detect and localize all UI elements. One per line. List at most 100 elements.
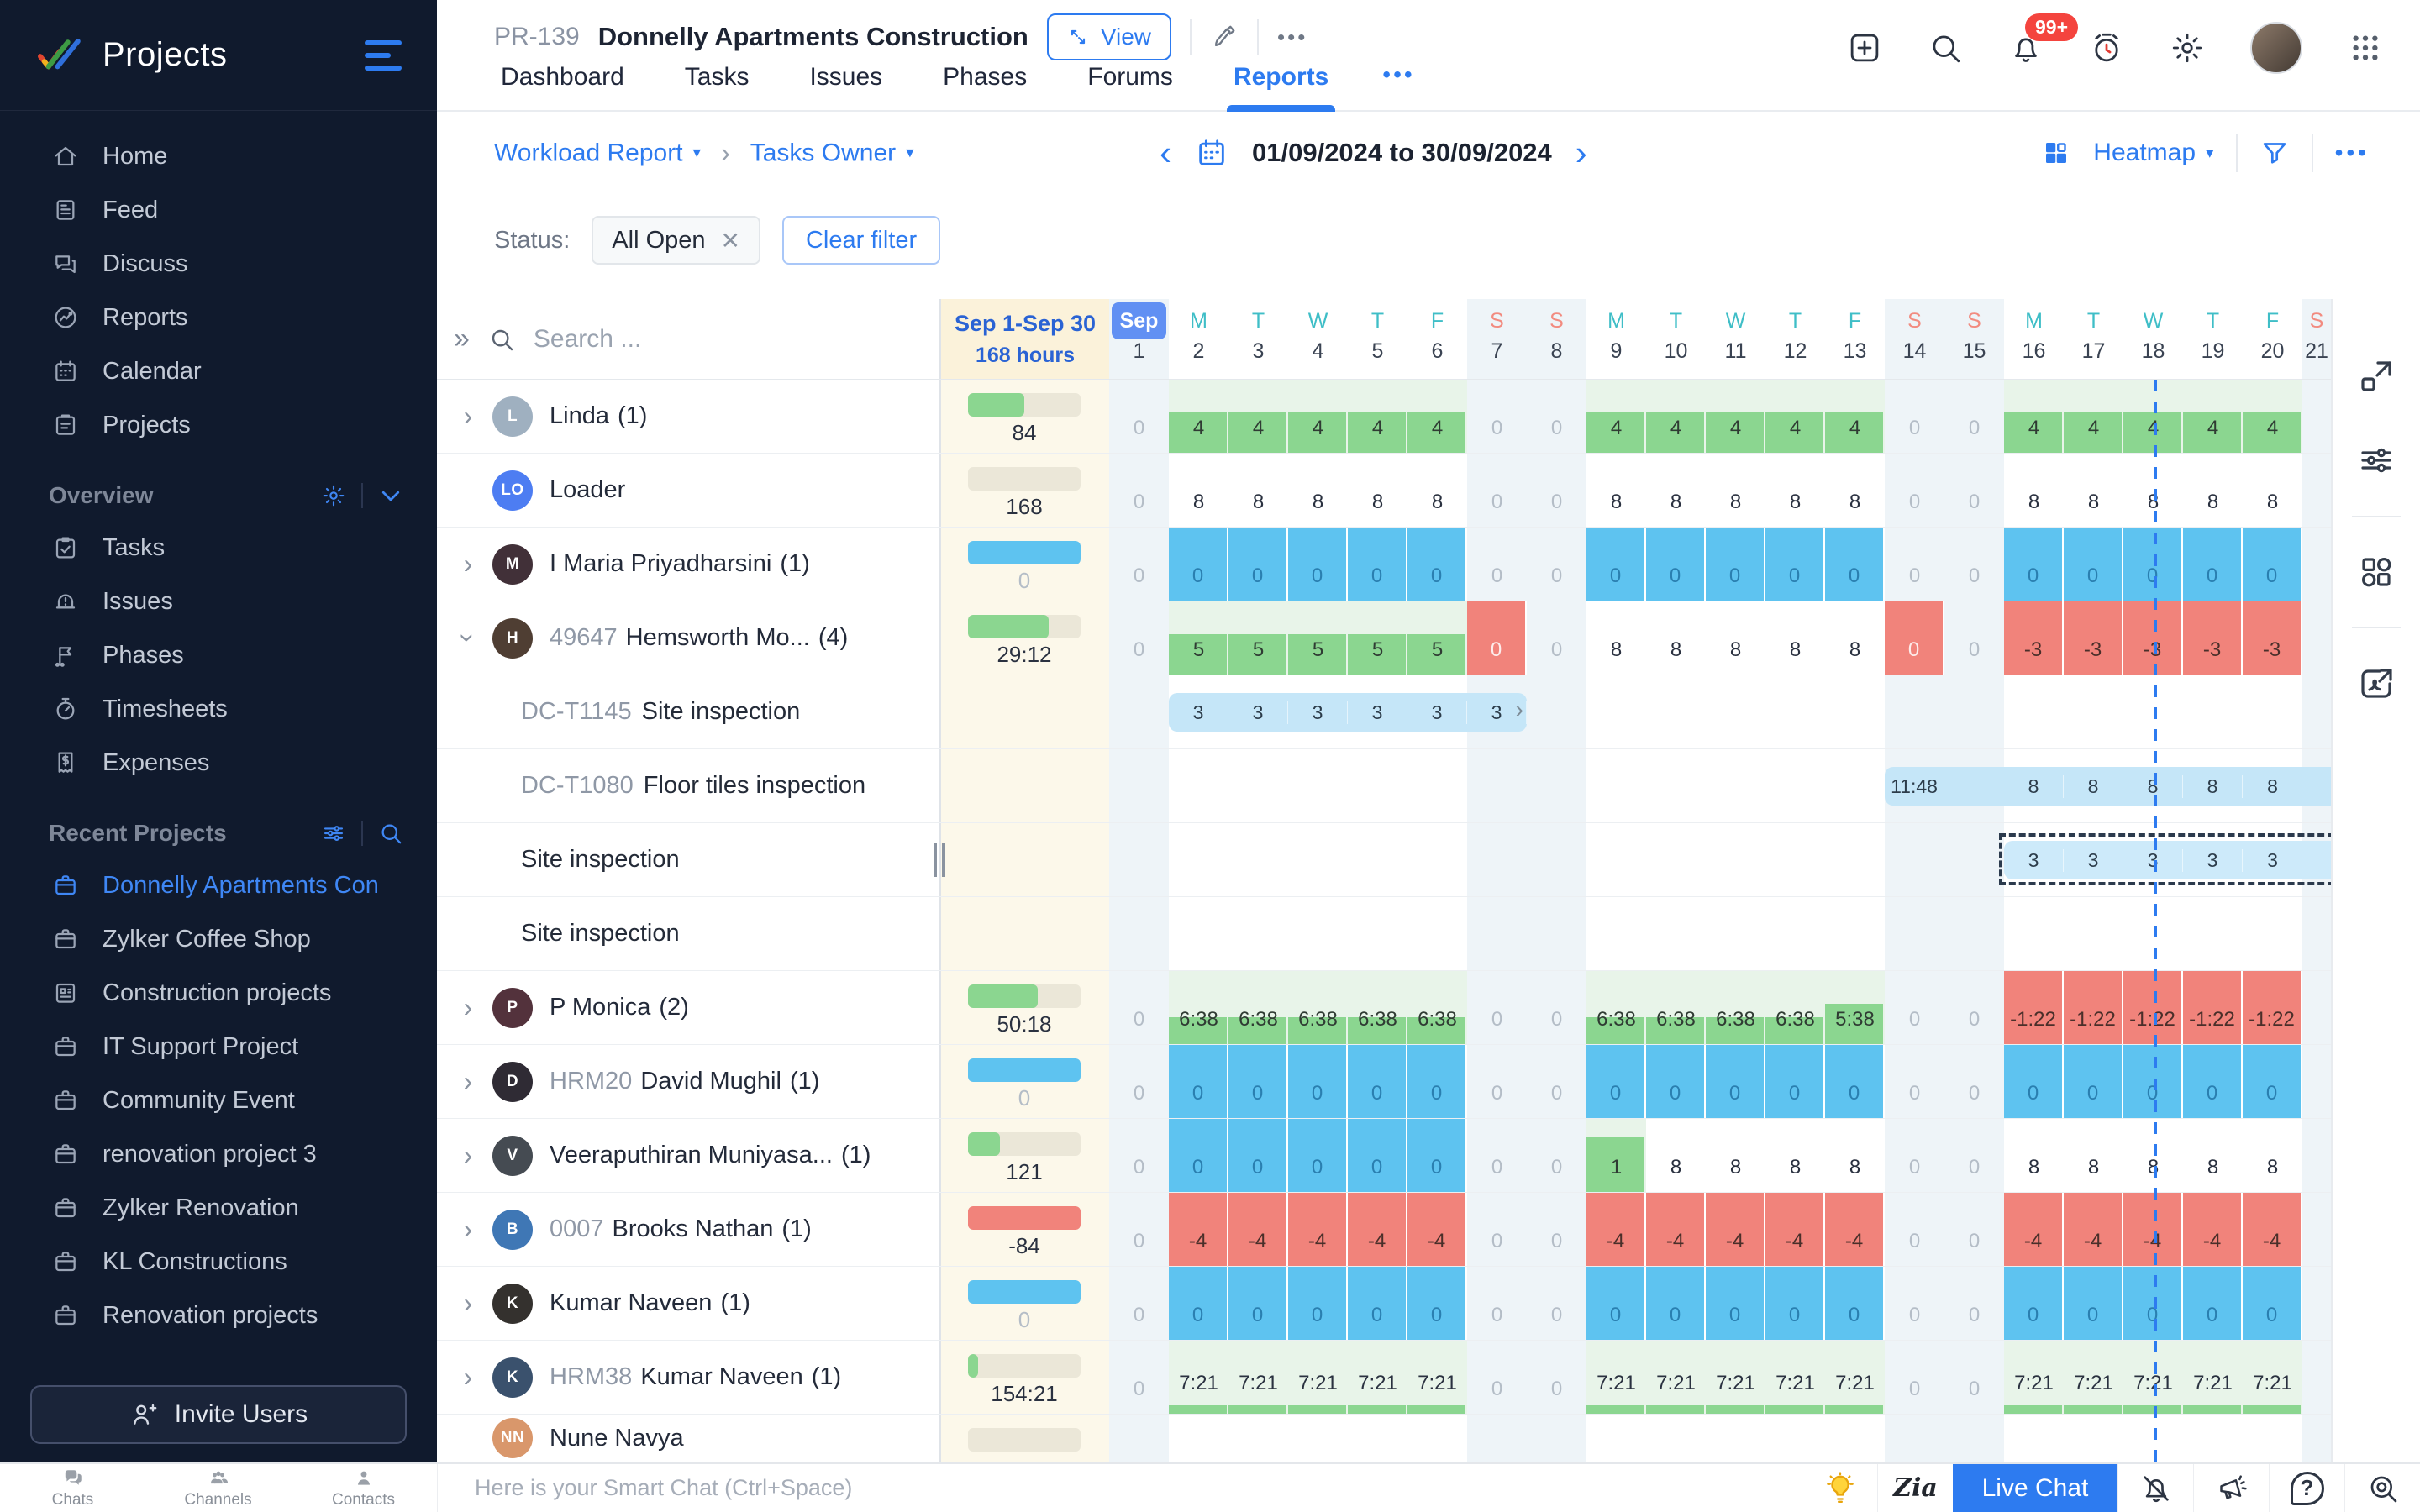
day-cell[interactable]: 0 (1944, 1267, 2004, 1340)
day-cell[interactable]: 0 (1228, 528, 1288, 601)
day-cell[interactable] (2302, 454, 2331, 527)
day-cell[interactable]: -1:22 (2064, 971, 2123, 1044)
day-cell[interactable]: 6:38 (1765, 971, 1825, 1044)
day-cell[interactable] (1586, 675, 1646, 748)
day-cell[interactable]: 8 (1371, 491, 1384, 513)
day-cell[interactable]: 0 (1586, 528, 1646, 601)
day-cell[interactable]: 0 (1944, 454, 2004, 527)
day-cell[interactable]: 0 (1944, 601, 2004, 675)
day-cell[interactable] (1467, 823, 1527, 896)
day-cell[interactable]: 4 (2183, 380, 2243, 453)
expand-chevron-icon[interactable]: › (463, 1362, 473, 1392)
date-range[interactable]: 01/09/2024 to 30/09/2024 (1252, 138, 1552, 167)
day-cell[interactable] (1109, 749, 1169, 822)
tab-forums[interactable]: Forums (1087, 63, 1173, 91)
member-row[interactable]: › V Veeraputhiran Muniyasa... (1) (437, 1119, 941, 1192)
day-cell[interactable]: -1:22 (2004, 971, 2064, 1044)
day-cell[interactable] (1348, 823, 1407, 896)
day-cell[interactable]: 0 (1944, 971, 2004, 1044)
day-cell[interactable]: 7:21 (2064, 1341, 2123, 1414)
group-by-dropdown[interactable]: Tasks Owner ▾ (750, 139, 914, 166)
day-cell[interactable] (1944, 1415, 2004, 1462)
day-cell[interactable]: 0 (1288, 1119, 1348, 1192)
task-schedule-bar[interactable]: 3 3 3 3 3 3 › (1169, 693, 1527, 732)
recent-project-zylker-coffee-shop[interactable]: Zylker Coffee Shop (0, 912, 437, 966)
day-cell[interactable]: -1:22 (2243, 971, 2302, 1044)
day-cell[interactable] (1646, 749, 1706, 822)
day-cell[interactable]: 0 (2183, 528, 2243, 601)
day-cell[interactable]: 0 (2064, 528, 2123, 601)
day-cell[interactable]: -3 (2064, 601, 2123, 675)
day-cell[interactable]: 7:21 (1646, 1341, 1706, 1414)
day-cell[interactable]: 7:21 (1765, 1341, 1825, 1414)
day-cell[interactable] (1765, 823, 1825, 896)
day-cell[interactable]: 0 (1586, 1045, 1646, 1118)
day-cell[interactable]: 0 (1706, 1045, 1765, 1118)
bottom-tab-chats[interactable]: Chats (0, 1464, 145, 1512)
search-input[interactable] (533, 324, 886, 354)
day-cell[interactable]: 0 (2004, 528, 2064, 601)
day-cell[interactable] (1527, 1415, 1586, 1462)
day-cell[interactable] (1646, 897, 1706, 970)
day-cell[interactable]: 0 (2064, 1267, 2123, 1340)
day-cell[interactable]: 0 (1944, 1193, 2004, 1266)
day-cell[interactable]: 0 (1467, 454, 1527, 527)
day-cell[interactable] (2302, 675, 2331, 748)
day-cell[interactable]: 0 (1885, 1267, 1944, 1340)
day-cell[interactable]: -4 (2004, 1193, 2064, 1266)
day-cell[interactable] (1765, 675, 1825, 748)
day-cell[interactable] (1527, 823, 1586, 896)
day-cell[interactable] (1586, 1415, 1646, 1462)
timer-clock-icon[interactable] (2089, 30, 2124, 66)
day-cell[interactable]: 8 (1670, 638, 1682, 661)
day-cell[interactable]: -4 (1706, 1193, 1765, 1266)
day-cell[interactable] (1765, 749, 1825, 822)
member-row[interactable]: › L Linda (1) (437, 380, 941, 453)
status-filter-chip[interactable]: All Open ✕ (592, 216, 760, 265)
view-mode-dropdown[interactable]: Heatmap ▾ (2093, 139, 2214, 166)
day-cell[interactable]: 8 (2207, 1156, 2219, 1179)
day-cell[interactable]: 4 (1348, 380, 1407, 453)
day-cell[interactable]: 0 (1109, 528, 1169, 601)
day-cell[interactable]: 8 (2207, 491, 2219, 513)
recent-project-construction-projects[interactable]: Construction projects (0, 966, 437, 1020)
sidebar-item-home[interactable]: Home (0, 129, 437, 183)
task-row[interactable]: Site inspection (437, 897, 941, 970)
day-cell[interactable] (1765, 897, 1825, 970)
day-cell[interactable]: 0 (1885, 1045, 1944, 1118)
day-cell[interactable]: 0 (1527, 971, 1586, 1044)
hamburger-menu-icon[interactable] (365, 39, 402, 71)
add-new-icon[interactable] (1847, 30, 1882, 66)
day-cell[interactable]: -4 (2064, 1193, 2123, 1266)
day-cell[interactable] (2183, 1415, 2243, 1462)
day-cell[interactable]: 6:38 (1169, 971, 1228, 1044)
day-cell[interactable] (1527, 675, 1586, 748)
tab-tasks[interactable]: Tasks (684, 63, 750, 91)
day-cell[interactable] (1706, 823, 1765, 896)
day-cell[interactable]: -4 (2123, 1193, 2183, 1266)
day-cell[interactable]: -4 (2183, 1193, 2243, 1266)
day-cell[interactable]: -4 (1765, 1193, 1825, 1266)
header-more-icon[interactable]: ••• (1277, 24, 1308, 50)
day-cell[interactable]: -4 (1288, 1193, 1348, 1266)
panel-resize-handle[interactable] (934, 843, 945, 877)
day-cell[interactable]: 8 (2266, 1156, 2279, 1179)
day-cell[interactable]: 4 (1407, 380, 1467, 453)
day-cell[interactable]: 4 (2064, 380, 2123, 453)
tab-issues[interactable]: Issues (809, 63, 883, 91)
day-cell[interactable]: 0 (2183, 1045, 2243, 1118)
day-cell[interactable] (1109, 897, 1169, 970)
tab-reports[interactable]: Reports (1226, 55, 1336, 112)
day-cell[interactable] (1288, 749, 1348, 822)
clear-filter-button[interactable]: Clear filter (781, 216, 941, 265)
tab-phases[interactable]: Phases (943, 63, 1028, 91)
day-cell[interactable]: 0 (1467, 380, 1527, 453)
day-cell[interactable]: 0 (1944, 1119, 2004, 1192)
day-cell[interactable]: 0 (1109, 601, 1169, 675)
day-cell[interactable] (1706, 675, 1765, 748)
next-period-chevron[interactable]: › (1575, 133, 1587, 172)
expand-chevron-icon[interactable]: › (463, 1140, 473, 1170)
expand-view-icon[interactable] (2356, 356, 2396, 396)
day-cell[interactable]: 0 (1169, 1045, 1228, 1118)
